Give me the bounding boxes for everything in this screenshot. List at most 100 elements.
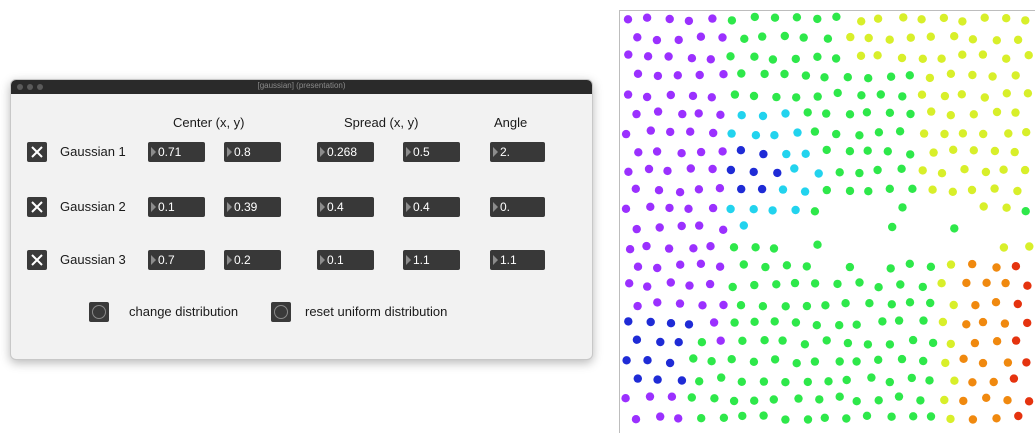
sample-dot — [950, 32, 959, 41]
gaussian-2-center-y[interactable]: 0.39 — [224, 197, 281, 217]
close-icon[interactable] — [17, 84, 23, 90]
gaussian-3-spread-y[interactable]: 1.1 — [403, 250, 460, 270]
sample-dot — [949, 300, 958, 310]
sample-dot — [980, 13, 989, 22]
zoom-icon[interactable] — [37, 84, 43, 90]
gaussian-2-angle[interactable]: 0. — [490, 197, 545, 217]
gaussian-2-toggle[interactable] — [27, 197, 47, 217]
sample-dot — [835, 392, 844, 401]
sample-dot — [790, 164, 799, 173]
gaussian-1-center-x[interactable]: 0.71 — [148, 142, 205, 162]
sample-dot — [810, 279, 820, 288]
sample-dot — [992, 414, 1001, 423]
sample-dot — [876, 90, 885, 99]
sample-dot — [897, 354, 907, 364]
sample-dot — [845, 186, 855, 196]
gaussian-3-spread-x[interactable]: 0.1 — [317, 250, 374, 270]
sample-dot — [886, 72, 896, 81]
gaussian-3-center-x[interactable]: 0.7 — [148, 250, 205, 270]
number-arrow-icon — [493, 202, 498, 212]
gaussian-3-center-y[interactable]: 0.2 — [224, 250, 281, 270]
sample-dot — [897, 53, 907, 63]
sample-dot — [1011, 262, 1021, 271]
gaussian-2-center-x[interactable]: 0.1 — [148, 197, 205, 217]
sample-dot — [686, 127, 695, 136]
sample-dot — [1002, 54, 1011, 63]
sample-dot — [793, 128, 802, 137]
sample-dot — [749, 91, 759, 101]
sample-dot — [940, 129, 949, 139]
sample-dot — [874, 128, 884, 137]
sample-dot — [906, 109, 915, 119]
sample-dot — [717, 373, 726, 382]
sample-dot — [778, 336, 787, 345]
sample-dot — [957, 90, 966, 99]
sample-dot — [622, 356, 631, 365]
sample-dot — [845, 110, 855, 119]
sample-dot — [769, 244, 779, 253]
sample-dot — [708, 14, 717, 23]
sample-dot — [675, 188, 685, 197]
sample-dot — [1003, 396, 1012, 405]
sample-dot — [801, 71, 811, 80]
sample-dot — [750, 317, 759, 326]
sample-dot — [631, 184, 640, 193]
sample-dot — [846, 32, 855, 42]
sample-dot — [778, 185, 788, 194]
sample-dot — [729, 243, 739, 252]
sample-dot — [925, 376, 934, 385]
gaussian-3-toggle[interactable] — [27, 250, 47, 270]
sample-dot — [644, 164, 654, 174]
sample-dot — [978, 317, 988, 327]
sample-dot — [781, 109, 790, 118]
sample-dot — [663, 166, 672, 176]
reset-uniform-button[interactable] — [271, 302, 291, 322]
sample-dot — [958, 17, 967, 26]
sample-dot — [694, 185, 704, 194]
sample-dot — [905, 259, 914, 268]
sample-dot — [918, 54, 927, 63]
gaussian-1-center-y[interactable]: 0.8 — [224, 142, 281, 162]
sample-dot — [799, 33, 808, 42]
number-arrow-icon — [227, 255, 232, 265]
sample-dot — [729, 396, 739, 406]
sample-dot — [750, 52, 759, 61]
sample-dot — [898, 203, 907, 212]
window-title: [gaussian] (presentation) — [257, 81, 346, 90]
sample-dot — [820, 73, 829, 82]
sample-dot — [907, 373, 916, 383]
gaussian-1-toggle[interactable] — [27, 142, 47, 162]
gaussian-1-angle[interactable]: 2. — [490, 142, 545, 162]
sample-dot — [633, 301, 642, 311]
gaussian-3-angle[interactable]: 1.1 — [490, 250, 545, 270]
gaussian-2-spread-x[interactable]: 0.4 — [317, 197, 374, 217]
gaussian-1-spread-y[interactable]: 0.5 — [403, 142, 460, 162]
sample-dot — [664, 52, 673, 61]
sample-dot — [824, 377, 833, 386]
sample-dot — [864, 74, 873, 83]
gaussian-1-spread-x[interactable]: 0.268 — [317, 142, 374, 162]
sample-dot — [898, 92, 907, 101]
sample-dot — [978, 358, 988, 368]
sample-dot — [791, 54, 800, 64]
bang-circle-icon — [274, 305, 288, 319]
change-distribution-button[interactable] — [89, 302, 109, 322]
sample-dot — [716, 336, 725, 345]
sample-dot — [928, 185, 937, 194]
minimize-icon[interactable] — [27, 84, 33, 90]
sample-dot — [750, 280, 759, 290]
sample-dot — [958, 129, 968, 138]
sample-dot — [874, 396, 883, 405]
sample-dot — [695, 221, 704, 230]
sample-dot — [822, 185, 831, 195]
sample-dot — [937, 279, 946, 288]
sample-dot — [855, 131, 864, 140]
sample-dot — [715, 184, 725, 193]
sample-dot — [740, 34, 749, 43]
sample-dot — [940, 91, 950, 101]
sample-dot — [791, 318, 801, 327]
sample-dot — [710, 394, 719, 403]
gaussian-2-spread-y[interactable]: 0.4 — [403, 197, 460, 217]
sample-dot — [887, 300, 896, 309]
sample-dot — [919, 129, 929, 138]
